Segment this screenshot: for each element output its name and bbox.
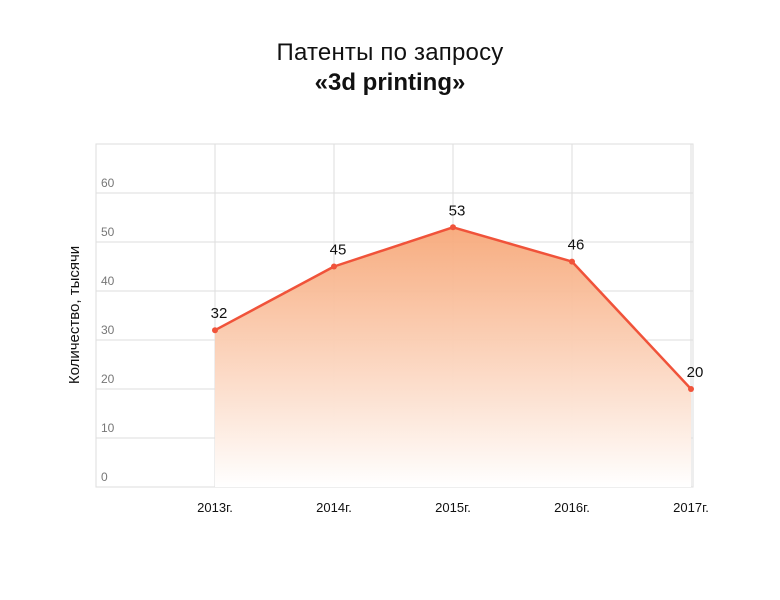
chart-title-line2: «3d printing» bbox=[314, 69, 466, 96]
series-area bbox=[215, 227, 691, 488]
data-label: 46 bbox=[568, 237, 585, 254]
data-points-layer bbox=[212, 224, 694, 392]
y-tick-label: 40 bbox=[101, 274, 115, 288]
data-label: 53 bbox=[449, 202, 466, 219]
data-label: 20 bbox=[687, 364, 704, 381]
y-tick-label: 50 bbox=[101, 225, 115, 239]
y-tick-label: 10 bbox=[101, 421, 115, 435]
data-point bbox=[331, 263, 337, 270]
data-label: 45 bbox=[330, 242, 347, 259]
y-tick-label: 30 bbox=[101, 323, 115, 337]
area-fill-layer bbox=[215, 227, 691, 488]
y-axis-ticks: 0 10 20 30 40 50 60 bbox=[101, 176, 115, 484]
data-point bbox=[688, 386, 694, 392]
chart-title: Патенты по запросу «3d printing» bbox=[0, 38, 780, 98]
y-tick-label: 60 bbox=[101, 176, 115, 190]
y-axis-label: Количество, тысячи bbox=[66, 246, 83, 384]
x-tick-label: 2016г. bbox=[554, 500, 590, 515]
data-labels-layer: 32 45 53 46 20 bbox=[211, 202, 704, 381]
data-point bbox=[212, 327, 218, 334]
x-tick-label: 2015г. bbox=[435, 500, 471, 515]
data-point bbox=[569, 258, 575, 265]
x-axis-ticks: 2013г. 2014г. 2015г. 2016г. 2017г. bbox=[197, 500, 709, 515]
y-tick-label: 0 bbox=[101, 470, 108, 484]
data-point bbox=[450, 224, 456, 231]
x-tick-label: 2014г. bbox=[316, 500, 352, 515]
chart-title-line1: Патенты по запросу bbox=[276, 39, 504, 66]
x-tick-label: 2017г. bbox=[673, 500, 709, 515]
data-label: 32 bbox=[211, 305, 228, 322]
y-tick-label: 20 bbox=[101, 372, 115, 386]
x-tick-label: 2013г. bbox=[197, 500, 233, 515]
